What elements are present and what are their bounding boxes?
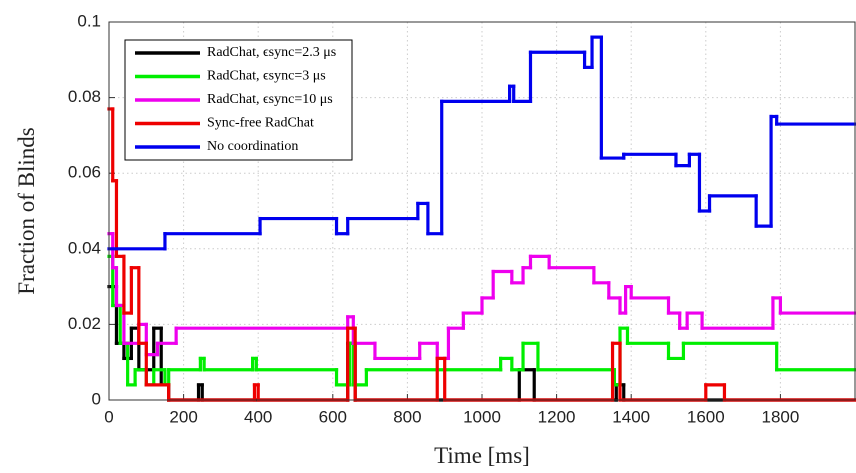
series-line [107,254,856,387]
x-tick-label: 1200 [538,407,576,426]
legend-label: Sync-free RadChat [207,116,314,131]
y-axis-label: Fraction of Blinds [14,127,39,294]
x-tick-label: 0 [104,407,113,426]
y-tick-label: 0 [92,389,101,408]
x-tick-label: 1800 [761,407,799,426]
y-tick-label: 0.08 [68,87,101,106]
x-tick-label: 400 [244,407,272,426]
y-tick-label: 0.06 [68,163,101,182]
y-tick-label: 0.04 [68,238,101,257]
x-tick-label: 800 [393,407,421,426]
legend-label: No coordination [207,139,298,154]
legend-label: RadChat, ϵsync=3 μs [207,69,326,84]
plot-frame [108,21,856,401]
x-tick-label: 200 [169,407,197,426]
y-tick-label: 0.02 [68,314,101,333]
x-tick-label: 1400 [612,407,650,426]
legend-label: RadChat, ϵsync=10 μs [207,92,333,107]
x-tick-label: 1000 [463,407,501,426]
x-tick-label: 1600 [687,407,725,426]
x-tick-label: 600 [319,407,347,426]
series-line [107,35,856,251]
x-axis-label: Time [ms] [434,443,530,468]
legend-label: RadChat, ϵsync=2.3 μs [207,45,336,60]
y-tick-label: 0.1 [77,11,101,30]
